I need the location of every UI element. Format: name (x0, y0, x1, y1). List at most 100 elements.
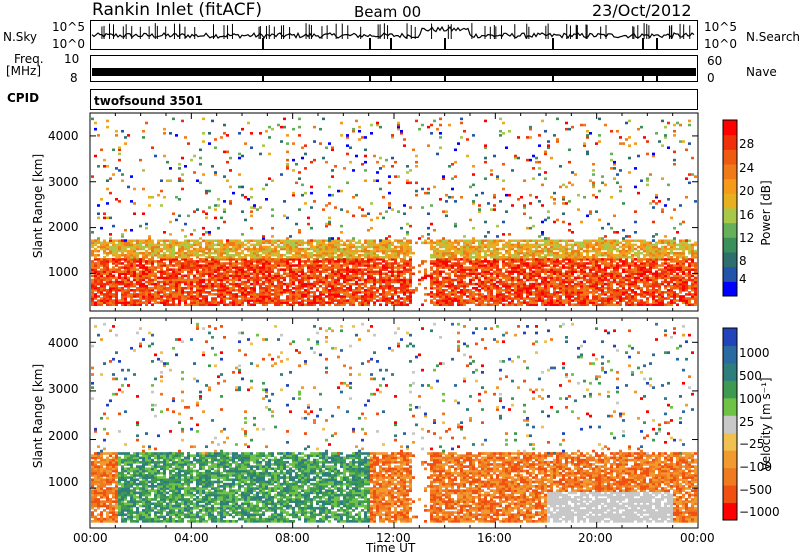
power-cell (322, 208, 325, 211)
power-cell (358, 130, 361, 133)
power-cell (91, 240, 94, 243)
power-cell (307, 264, 310, 267)
power-cell (451, 262, 454, 265)
power-cell (295, 240, 298, 243)
power-cell (364, 161, 367, 164)
power-cell (184, 275, 187, 278)
power-cell (187, 303, 190, 306)
power-cell (331, 175, 334, 178)
power-cell (154, 291, 157, 294)
power-cell (109, 192, 112, 195)
power-cell (304, 153, 307, 156)
power-cell (226, 134, 229, 137)
power-cell (571, 285, 574, 288)
power-cell (265, 240, 268, 243)
power-cell (484, 264, 487, 267)
power-cell (388, 262, 391, 265)
power-cell (457, 142, 460, 145)
power-cell (145, 227, 148, 230)
power-cell (169, 179, 172, 182)
power-cell (343, 289, 346, 292)
power-cell (445, 194, 448, 197)
power-cell (499, 268, 502, 271)
power-cell (466, 240, 469, 243)
power-cell (148, 252, 151, 255)
power-cell (478, 273, 481, 276)
power-cell (415, 287, 418, 290)
power-cell (229, 240, 232, 243)
power-cell (424, 240, 427, 243)
power-cell (472, 237, 475, 240)
power-cell (163, 231, 166, 234)
power-cell (295, 182, 298, 185)
power-cell (133, 212, 136, 215)
power-cell (547, 248, 550, 251)
power-cell (250, 273, 253, 276)
power-cell (544, 277, 547, 280)
power-cell (307, 248, 310, 251)
power-cell (241, 256, 244, 259)
power-cell (556, 138, 559, 141)
power-cell (460, 262, 463, 265)
power-cell (316, 287, 319, 290)
power-cell (247, 240, 250, 243)
power-cell (358, 277, 361, 280)
power-cell (367, 250, 370, 253)
power-cell (568, 161, 571, 164)
power-cell (433, 246, 436, 249)
power-cell (97, 237, 100, 240)
power-cell (301, 260, 304, 263)
power-cell (214, 146, 217, 149)
power-cell (445, 215, 448, 218)
power-cell (340, 231, 343, 234)
power-cell (259, 240, 262, 243)
power-cell (283, 277, 286, 280)
power-cell (454, 200, 457, 203)
power-cell (355, 120, 358, 123)
power-cell (259, 153, 262, 156)
power-cell (199, 149, 202, 152)
power-cell (550, 240, 553, 243)
power-cell (358, 206, 361, 209)
power-cell (544, 130, 547, 133)
power-cell (94, 155, 97, 158)
power-cell (181, 188, 184, 191)
power-cell (172, 291, 175, 294)
power-cell (238, 173, 241, 176)
power-cell (529, 126, 532, 129)
power-cell (472, 291, 475, 294)
power-cell (565, 186, 568, 189)
power-cell (349, 275, 352, 278)
power-cell (559, 240, 562, 243)
power-cell (388, 202, 391, 205)
power-cell (451, 196, 454, 199)
power-cell (271, 235, 274, 238)
power-cell (583, 196, 586, 199)
power-cell (577, 194, 580, 197)
power-cell (136, 240, 139, 243)
power-cell (271, 248, 274, 251)
power-cell (427, 275, 430, 278)
power-cell (334, 206, 337, 209)
power-cell (241, 128, 244, 131)
power-cell (139, 225, 142, 228)
power-cell (355, 281, 358, 284)
power-cell (499, 134, 502, 137)
power-cell (184, 295, 187, 298)
power-cell (298, 118, 301, 121)
power-cell (157, 281, 160, 284)
power-cell (256, 293, 259, 296)
power-cell (313, 140, 316, 143)
power-cell (271, 208, 274, 211)
power-cell (379, 262, 382, 265)
power-cell (403, 277, 406, 280)
power-cell (475, 287, 478, 290)
power-cell (529, 283, 532, 286)
power-cell (334, 260, 337, 263)
power-cell (151, 287, 154, 290)
power-cell (490, 169, 493, 172)
power-cell (229, 287, 232, 290)
power-cell (511, 169, 514, 172)
power-cell (445, 210, 448, 213)
power-cell (514, 277, 517, 280)
